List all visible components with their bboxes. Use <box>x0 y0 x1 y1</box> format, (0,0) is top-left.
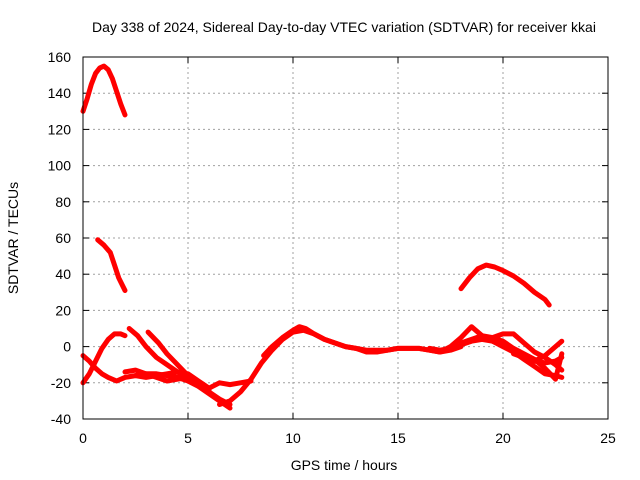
series-arc-10 <box>261 324 443 359</box>
y-tick-label: -40 <box>51 411 71 427</box>
y-tick-label: 60 <box>55 230 71 246</box>
x-tick-label: 10 <box>285 430 301 446</box>
y-tick-label: 40 <box>55 266 71 282</box>
x-tick-label: 15 <box>390 430 406 446</box>
x-axis-label: GPS time / hours <box>291 457 398 473</box>
series-arc-6 <box>145 329 191 379</box>
y-tick-label: 20 <box>55 302 71 318</box>
chart-title: Day 338 of 2024, Sidereal Day-to-day VTE… <box>92 19 596 35</box>
y-tick-label: 0 <box>63 339 71 355</box>
axis-ticks: 0 5 10 15 20 25 -40 -20 0 20 40 60 80 100 120 140 160 <box>48 49 616 446</box>
series-arc-8 <box>133 369 254 391</box>
y-tick-label: 100 <box>48 158 72 174</box>
x-tick-label: 5 <box>184 430 192 446</box>
x-tick-label: 20 <box>495 430 511 446</box>
series-arc-2 <box>95 237 128 293</box>
y-tick-label: -20 <box>51 375 71 391</box>
series-arc-4 <box>80 353 233 411</box>
series-arc-11 <box>458 262 552 308</box>
series-arc-1 <box>80 63 128 118</box>
x-tick-label: 0 <box>79 430 87 446</box>
y-tick-label: 120 <box>48 121 72 137</box>
y-tick-label: 80 <box>55 194 71 210</box>
plot-frame <box>82 56 609 420</box>
series-arc-9 <box>217 327 464 407</box>
data-series <box>80 63 565 411</box>
series-arc-16 <box>511 338 565 364</box>
y-axis-label: SDTVAR / TECUs <box>5 182 21 294</box>
series-arc-14 <box>458 333 565 382</box>
series-arc-13 <box>437 324 565 380</box>
y-tick-label: 140 <box>48 85 72 101</box>
series-arc-3 <box>80 331 128 386</box>
y-tick-label: 160 <box>48 49 72 65</box>
x-tick-label: 25 <box>600 430 616 446</box>
grid <box>83 57 608 419</box>
series-arc-15 <box>479 331 565 373</box>
